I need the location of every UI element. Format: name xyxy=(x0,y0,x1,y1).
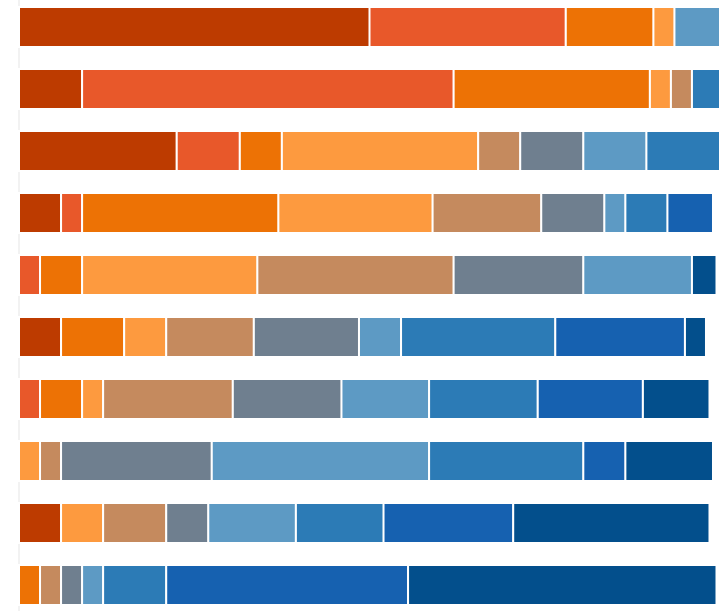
bar-segment xyxy=(477,130,522,172)
bar-segment xyxy=(39,378,84,420)
bar-segment xyxy=(18,440,42,482)
bar-segment xyxy=(519,130,585,172)
bar-segment xyxy=(207,502,297,544)
bar-segment xyxy=(81,254,259,296)
bar-segment xyxy=(666,192,714,234)
bar-segment xyxy=(428,378,539,420)
bar-segment xyxy=(673,6,720,48)
bar-segment xyxy=(18,130,178,172)
bar-segment xyxy=(81,564,105,606)
bar-segment xyxy=(564,6,655,48)
bar-segment xyxy=(81,192,280,234)
bar-segment xyxy=(382,502,515,544)
bar-segment xyxy=(648,68,672,110)
bar-segment xyxy=(368,6,567,48)
bar-segment xyxy=(554,316,686,358)
bar-segment xyxy=(641,378,711,420)
bar-segment xyxy=(582,254,693,296)
bar-segment xyxy=(18,564,42,606)
bar-segment xyxy=(18,502,63,544)
bar-segment xyxy=(624,192,669,234)
bar-segment xyxy=(18,378,42,420)
bar-segment xyxy=(60,440,213,482)
bar-segment xyxy=(512,502,711,544)
bar-segment xyxy=(102,564,168,606)
bar-segment xyxy=(624,440,714,482)
bar-segment xyxy=(357,316,403,358)
bar-segment xyxy=(340,378,431,420)
bar-segment xyxy=(603,192,627,234)
bar-segment xyxy=(452,68,651,110)
bar-segment xyxy=(536,378,644,420)
bar-segment xyxy=(669,68,693,110)
bar-segment xyxy=(60,564,84,606)
bar-segment xyxy=(294,502,385,544)
bar-segment xyxy=(102,378,234,420)
bar-segment xyxy=(645,130,720,172)
bar-segment xyxy=(690,254,718,296)
bar-segment xyxy=(175,130,241,172)
bar-segment xyxy=(60,502,105,544)
bar-segment xyxy=(81,68,455,110)
bar-segment xyxy=(18,6,371,48)
bar-segment xyxy=(18,316,63,358)
bar-segment xyxy=(81,378,105,420)
bar-segment xyxy=(252,316,360,358)
bar-segment xyxy=(102,502,168,544)
bar-segment xyxy=(123,316,168,358)
bar-segment xyxy=(280,130,480,172)
bar-segment xyxy=(452,254,585,296)
bar-segment xyxy=(18,254,42,296)
bar-segment xyxy=(582,130,648,172)
bar-segment xyxy=(18,68,84,110)
bar-segment xyxy=(60,192,84,234)
bar-segment xyxy=(18,192,63,234)
bar-segment xyxy=(231,378,343,420)
bar-segment xyxy=(683,316,707,358)
bar-segment xyxy=(277,192,434,234)
bar-segment xyxy=(165,564,410,606)
bar-segment xyxy=(39,254,84,296)
bar-segment xyxy=(39,440,63,482)
bar-segment xyxy=(652,6,676,48)
bar-segment xyxy=(407,564,718,606)
bar-segment xyxy=(400,316,557,358)
bar-segment xyxy=(165,316,255,358)
bar-segment xyxy=(690,68,720,110)
bar-segment xyxy=(39,564,63,606)
bar-segment xyxy=(431,192,543,234)
bar-segment xyxy=(210,440,431,482)
bar-segment xyxy=(582,440,627,482)
bar-segment xyxy=(428,440,585,482)
bar-segment xyxy=(238,130,283,172)
bar-segment xyxy=(60,316,126,358)
bar-segment xyxy=(256,254,455,296)
bar-segment xyxy=(540,192,606,234)
bar-segment xyxy=(165,502,210,544)
